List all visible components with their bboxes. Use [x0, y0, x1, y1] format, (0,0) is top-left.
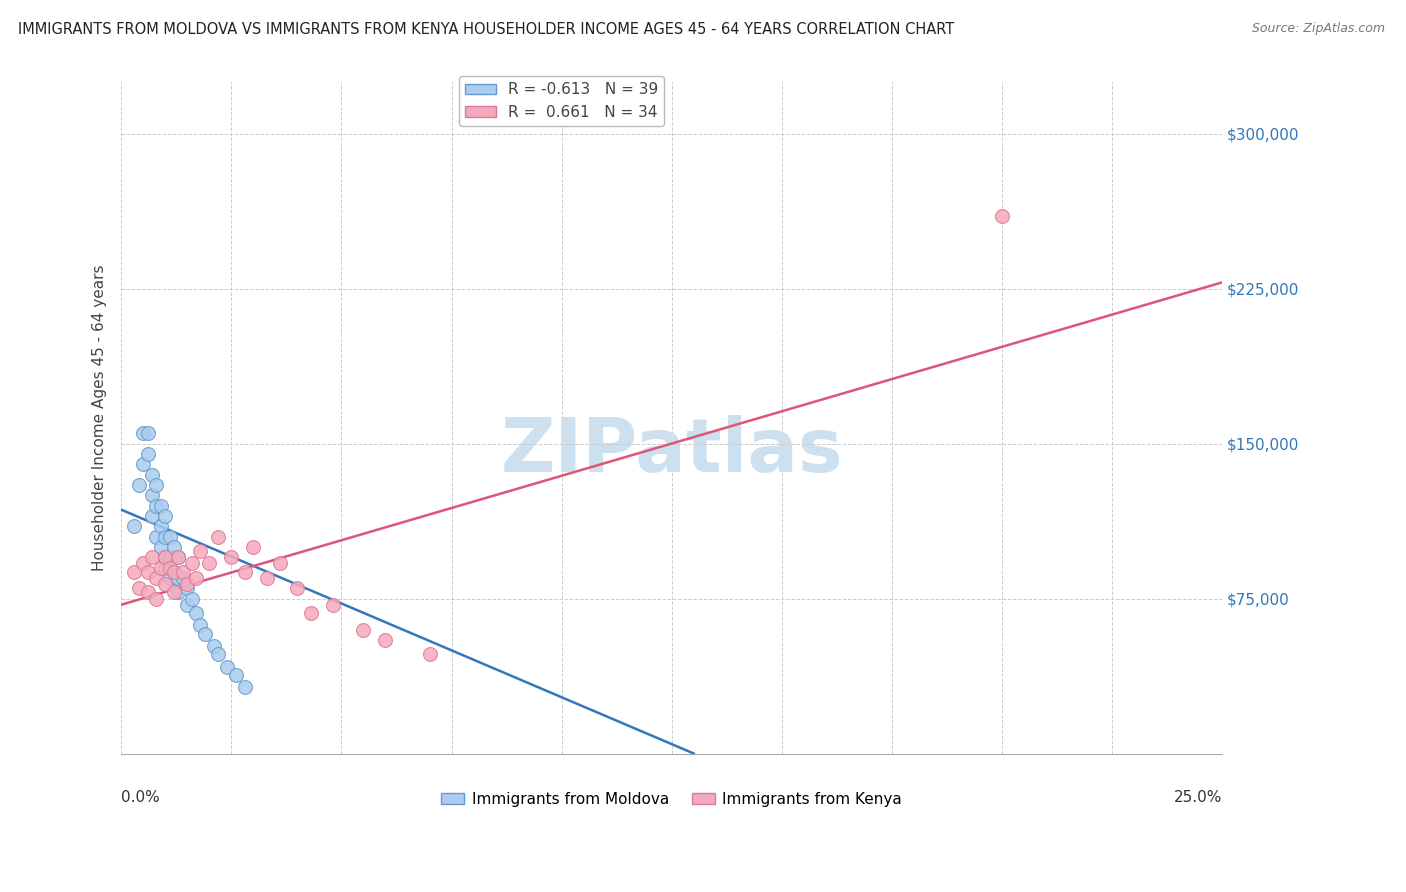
Point: [136, 447, 159, 461]
Point: [124, 565, 146, 579]
Point: [167, 550, 190, 565]
Point: [991, 209, 1014, 223]
Text: 0.0%: 0.0%: [121, 790, 160, 805]
Point: [176, 577, 198, 591]
Point: [242, 540, 264, 554]
Point: [136, 426, 159, 441]
Point: [128, 581, 150, 595]
Point: [299, 606, 322, 620]
Point: [167, 585, 190, 599]
Point: [145, 529, 167, 543]
Point: [149, 540, 172, 554]
Point: [163, 585, 186, 599]
Point: [124, 519, 146, 533]
Point: [136, 565, 159, 579]
Y-axis label: Householder Income Ages 45 - 64 years: Householder Income Ages 45 - 64 years: [93, 264, 107, 571]
Point: [155, 550, 177, 565]
Point: [141, 550, 163, 565]
Point: [159, 550, 181, 565]
Text: Source: ZipAtlas.com: Source: ZipAtlas.com: [1251, 22, 1385, 36]
Point: [163, 565, 186, 579]
Point: [180, 557, 202, 571]
Point: [155, 577, 177, 591]
Point: [145, 499, 167, 513]
Point: [225, 668, 247, 682]
Point: [155, 508, 177, 523]
Point: [132, 426, 155, 441]
Point: [176, 598, 198, 612]
Point: [190, 544, 212, 558]
Point: [269, 557, 291, 571]
Point: [149, 499, 172, 513]
Point: [202, 639, 225, 653]
Point: [287, 581, 309, 595]
Point: [233, 565, 256, 579]
Point: [155, 529, 177, 543]
Point: [184, 571, 207, 585]
Point: [159, 560, 181, 574]
Point: [374, 632, 396, 647]
Legend: Immigrants from Moldova, Immigrants from Kenya: Immigrants from Moldova, Immigrants from…: [434, 786, 908, 813]
Point: [141, 467, 163, 482]
Point: [207, 648, 229, 662]
Point: [163, 540, 186, 554]
Point: [141, 508, 163, 523]
Point: [233, 681, 256, 695]
Point: [132, 557, 155, 571]
Point: [155, 550, 177, 565]
Point: [149, 560, 172, 574]
Point: [136, 585, 159, 599]
Point: [149, 519, 172, 533]
Point: [167, 571, 190, 585]
Point: [256, 571, 278, 585]
Point: [132, 457, 155, 471]
Point: [207, 529, 229, 543]
Point: [194, 626, 217, 640]
Text: IMMIGRANTS FROM MOLDOVA VS IMMIGRANTS FROM KENYA HOUSEHOLDER INCOME AGES 45 - 64: IMMIGRANTS FROM MOLDOVA VS IMMIGRANTS FR…: [18, 22, 955, 37]
Point: [145, 571, 167, 585]
Point: [128, 478, 150, 492]
Point: [180, 591, 202, 606]
Text: 25.0%: 25.0%: [1174, 790, 1222, 805]
Point: [167, 550, 190, 565]
Point: [145, 591, 167, 606]
Point: [163, 565, 186, 579]
Point: [159, 529, 181, 543]
Point: [190, 618, 212, 632]
Point: [221, 550, 243, 565]
Point: [322, 598, 344, 612]
Point: [176, 581, 198, 595]
Point: [172, 565, 194, 579]
Text: ZIPatlas: ZIPatlas: [501, 415, 844, 488]
Point: [198, 557, 221, 571]
Point: [418, 648, 440, 662]
Point: [155, 560, 177, 574]
Point: [141, 488, 163, 502]
Point: [145, 478, 167, 492]
Point: [159, 571, 181, 585]
Point: [172, 571, 194, 585]
Point: [352, 623, 374, 637]
Point: [215, 659, 238, 673]
Point: [184, 606, 207, 620]
